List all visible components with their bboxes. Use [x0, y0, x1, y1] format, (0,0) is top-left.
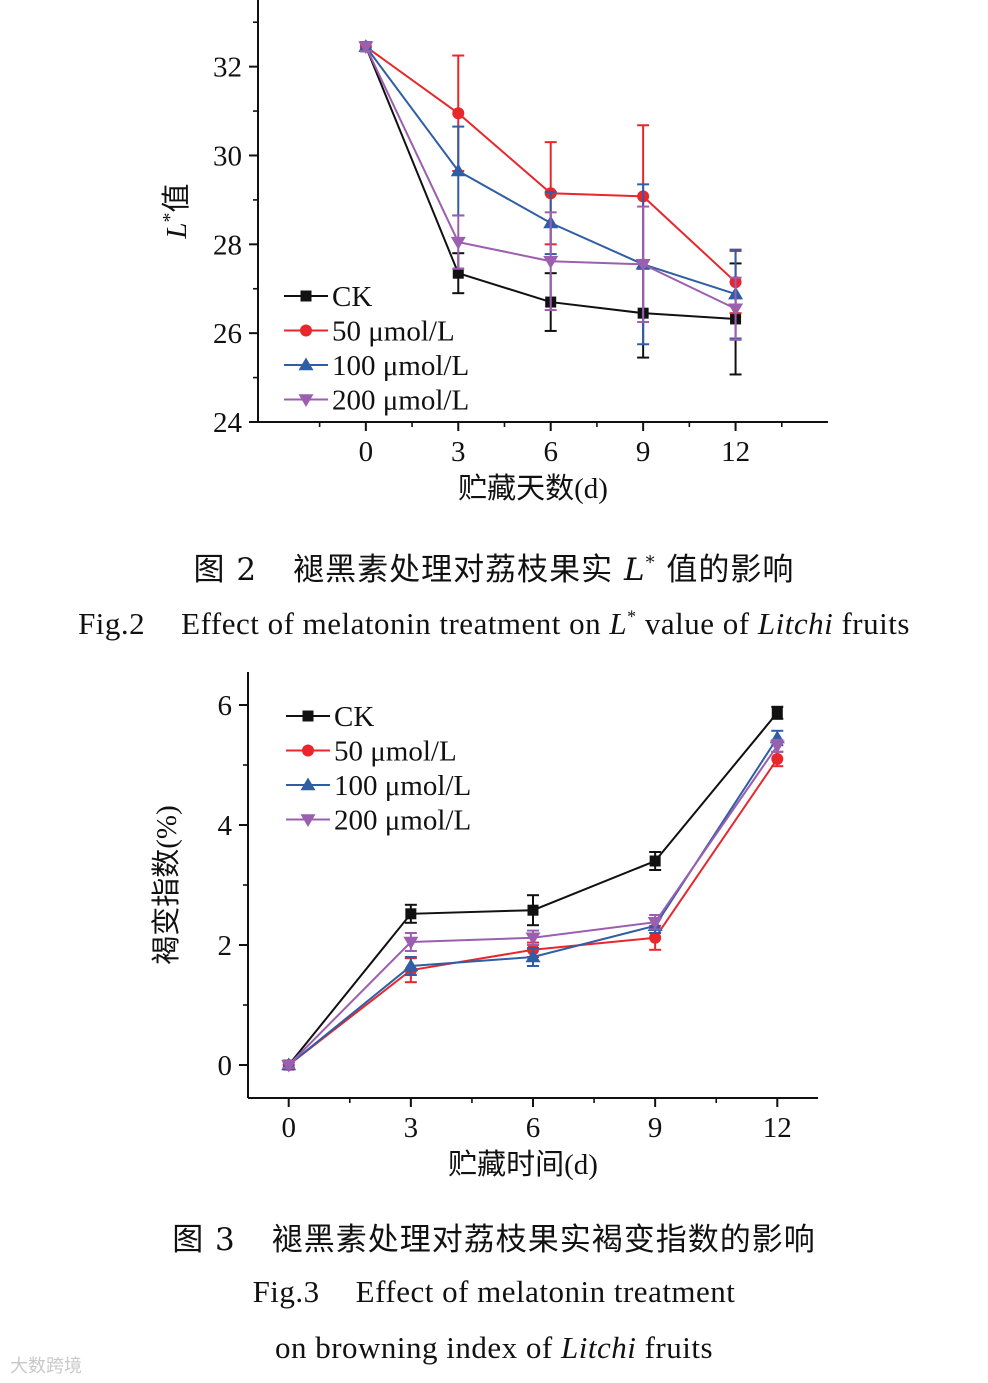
y-tick-label: 26: [213, 318, 242, 350]
data-point: [527, 904, 539, 916]
legend-marker: [302, 710, 314, 722]
fig2-label-cn: 图 2: [193, 552, 258, 588]
legend-label: CK: [334, 701, 374, 733]
fig2-l-sup-cn: *: [645, 552, 656, 574]
fig3-label-cn: 图 3: [172, 1222, 236, 1258]
data-point: [647, 916, 663, 930]
fig3-label-en: Fig.3: [252, 1274, 320, 1309]
watermark: 大数跨境: [10, 1356, 82, 1377]
data-point: [771, 753, 784, 765]
fig2-l-symbol-en: L: [609, 606, 628, 641]
series-0: [282, 705, 784, 1071]
legend-marker: [302, 744, 314, 757]
y-tick-label: 0: [218, 1050, 233, 1082]
fig2-title-en: Effect of melatonin treatment on: [181, 606, 610, 641]
y-tick-label: 30: [213, 140, 242, 172]
x-tick-label: 9: [636, 436, 651, 468]
legend-label: 50 μmol/L: [334, 736, 457, 768]
y-axis-label-suffix: 值: [159, 183, 193, 212]
data-point: [452, 107, 465, 120]
x-tick-label: 3: [404, 1112, 419, 1144]
legend-label: 100 μmol/L: [332, 350, 469, 382]
legend-label: CK: [332, 281, 372, 313]
y-tick-label: 24: [213, 407, 243, 439]
data-point: [450, 236, 466, 250]
data-point: [635, 259, 651, 272]
x-tick-label: 6: [543, 436, 558, 468]
data-point: [771, 707, 783, 719]
data-point: [358, 41, 374, 55]
fig3-title-en-line2-b: fruits: [636, 1330, 714, 1365]
fig3-litchi-en: Litchi: [561, 1330, 637, 1365]
x-tick-label: 9: [648, 1112, 663, 1144]
fig3-title-en-line1: Effect of melatonin treatment: [355, 1274, 736, 1309]
fig2-l-symbol-cn: L: [623, 552, 646, 588]
data-point: [649, 855, 661, 867]
legend-label: 100 μmol/L: [334, 770, 471, 802]
y-axis-label: 褐变指数(%): [150, 805, 183, 964]
fig2-caption-cn: 图 2 褪黑素处理对荔枝果实 L* 值的影响: [0, 544, 988, 589]
x-tick-label: 12: [763, 1112, 792, 1144]
x-axis-label: 贮藏时间(d): [448, 1148, 598, 1180]
legend-marker: [300, 324, 312, 337]
data-point: [649, 931, 662, 944]
data-point: [405, 908, 417, 920]
legend-label: 200 μmol/L: [334, 805, 471, 837]
fig3-caption-cn: 图 3 褪黑素处理对荔枝果实褐变指数的影响: [0, 1214, 988, 1259]
legend-marker: [300, 290, 312, 302]
y-axis-label-l: L: [161, 222, 193, 239]
fig2-title-en-end: fruits: [833, 606, 910, 641]
y-tick-label: 28: [213, 229, 242, 261]
data-point: [769, 740, 785, 754]
data-point: [525, 949, 541, 963]
series-3: [358, 41, 744, 341]
series-3: [281, 738, 785, 1073]
fig3-title-en-line2-a: on browning index of: [274, 1330, 561, 1365]
data-point: [281, 1059, 297, 1073]
legend-label: 50 μmol/L: [332, 316, 455, 348]
fig3-caption-en-line2: on browning index of Litchi fruits: [0, 1330, 988, 1366]
legend-marker: [298, 357, 314, 371]
fig2-l-sup-en: *: [627, 606, 637, 627]
legend-marker: [300, 814, 316, 827]
data-point: [728, 303, 744, 317]
data-point: [403, 936, 419, 950]
x-tick-label: 0: [281, 1112, 296, 1144]
y-tick-label: 4: [218, 810, 233, 842]
legend-marker: [298, 394, 314, 407]
legend-label: 200 μmol/L: [332, 385, 469, 417]
data-point: [452, 267, 464, 279]
y-tick-label: 6: [218, 690, 233, 722]
fig3-caption-en-line1: Fig.3 Effect of melatonin treatment: [0, 1274, 988, 1310]
x-tick-label: 0: [359, 436, 374, 468]
legend-marker: [300, 777, 316, 791]
fig2-label-en: Fig.2: [78, 606, 146, 641]
y-tick-label: 2: [218, 930, 233, 962]
fig2-title-cn: 褪黑素处理对荔枝果实: [293, 552, 624, 588]
data-point: [403, 958, 419, 972]
x-tick-label: 3: [451, 436, 466, 468]
fig2-caption-en: Fig.2 Effect of melatonin treatment on L*…: [0, 606, 988, 642]
fig2-title-en-mid: value of: [636, 606, 758, 641]
x-tick-label: 12: [721, 436, 750, 468]
x-tick-label: 6: [526, 1112, 541, 1144]
data-point: [525, 932, 541, 946]
data-point: [450, 163, 466, 177]
fig3-title-cn: 褪黑素处理对荔枝果实褐变指数的影响: [271, 1222, 816, 1258]
y-axis-label: L*值: [159, 183, 193, 239]
y-tick-label: 32: [213, 52, 242, 84]
data-point: [543, 255, 559, 269]
y-axis-label-sup: *: [159, 212, 181, 222]
fig2-title-cn-end: 值的影响: [655, 552, 795, 588]
fig2-litchi-en: Litchi: [757, 606, 834, 641]
x-axis-label: 贮藏天数(d): [458, 472, 608, 505]
